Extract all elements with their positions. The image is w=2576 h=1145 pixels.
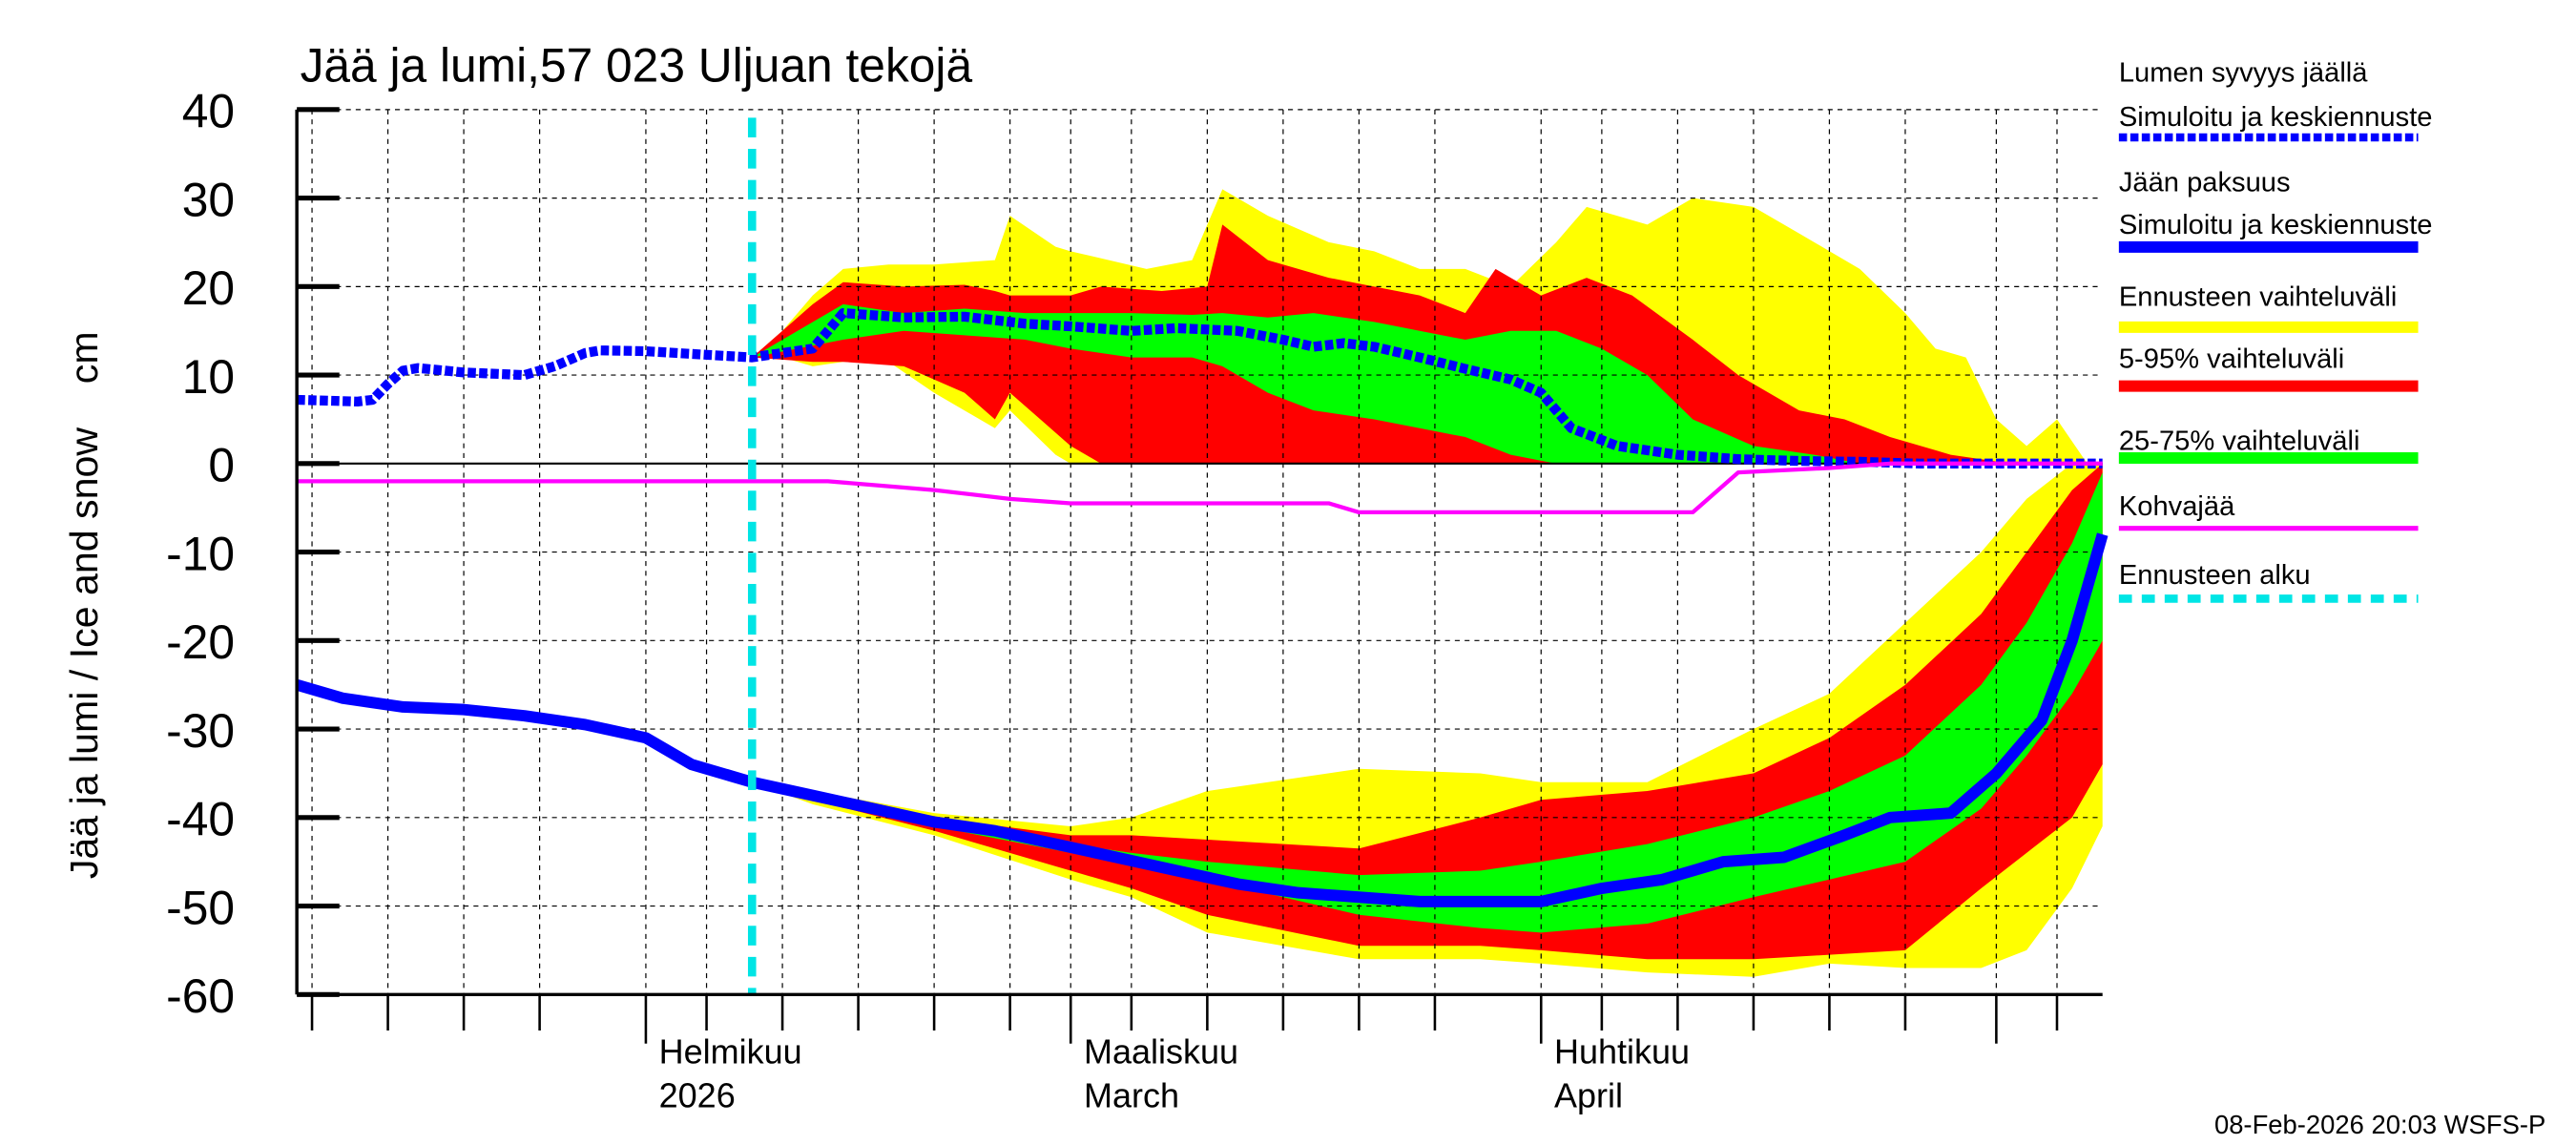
y-tick-label: -30 xyxy=(166,704,235,758)
y-tick-label: -40 xyxy=(166,793,235,846)
month-label: Helmikuu xyxy=(659,1031,802,1071)
legend-label: Kohvajää xyxy=(2119,491,2235,522)
y-tick-label: 20 xyxy=(182,261,235,315)
y-tick-label: 0 xyxy=(208,439,235,492)
series-0 xyxy=(296,307,2103,468)
y-tick-label: 10 xyxy=(182,350,235,404)
legend-label: Ennusteen vaihteluväli xyxy=(2119,282,2397,313)
month-label: Huhtikuu xyxy=(1554,1031,1690,1071)
legend-sublabel: Simuloitu ja keskiennuste xyxy=(2119,102,2433,133)
legend-label: Lumen syvyys jäällä xyxy=(2119,58,2368,89)
y-axis-label: Jää ja lumi / Ice and snow cm xyxy=(62,331,106,879)
y-tick-label: -10 xyxy=(166,527,235,580)
legend-label: 25-75% vaihteluväli xyxy=(2119,426,2360,456)
month-sublabel: 2026 xyxy=(659,1076,736,1115)
series-1 xyxy=(295,532,2109,907)
y-tick-label: 30 xyxy=(182,173,235,226)
month-sublabel: April xyxy=(1554,1076,1623,1115)
axes-layer: 40 30 20 10 0 -10 -20 -30 -40 -50 -60 Helmikuu 2026 M… xyxy=(166,85,2103,1115)
series-2 xyxy=(297,461,2103,515)
lines-layer xyxy=(295,117,2109,995)
legend-sublabel: Simuloitu ja keskiennuste xyxy=(2119,210,2433,240)
month-sublabel: March xyxy=(1084,1076,1179,1115)
legend-label: 5-95% vaihteluväli xyxy=(2119,344,2344,375)
y-tick-label: 40 xyxy=(182,85,235,138)
band-ice-5 xyxy=(752,472,2103,933)
band-snow-2 xyxy=(752,303,1860,464)
legend-label: Ennusteen alku xyxy=(2119,560,2311,591)
bands-layer xyxy=(752,189,2103,977)
y-tick-label: -20 xyxy=(166,615,235,669)
legend-label: Jään paksuus xyxy=(2119,168,2291,198)
legend: Lumen syvyys jäällä Simuloitu ja keskienn… xyxy=(2118,58,2433,603)
chart-title: Jää ja lumi,57 023 Uljuan tekojä xyxy=(301,39,973,93)
month-label: Maaliskuu xyxy=(1084,1031,1238,1071)
timestamp: 08-Feb-2026 20:03 WSFS-P xyxy=(2214,1110,2545,1139)
y-tick-label: -50 xyxy=(166,881,235,934)
y-tick-label: -60 xyxy=(166,969,235,1023)
